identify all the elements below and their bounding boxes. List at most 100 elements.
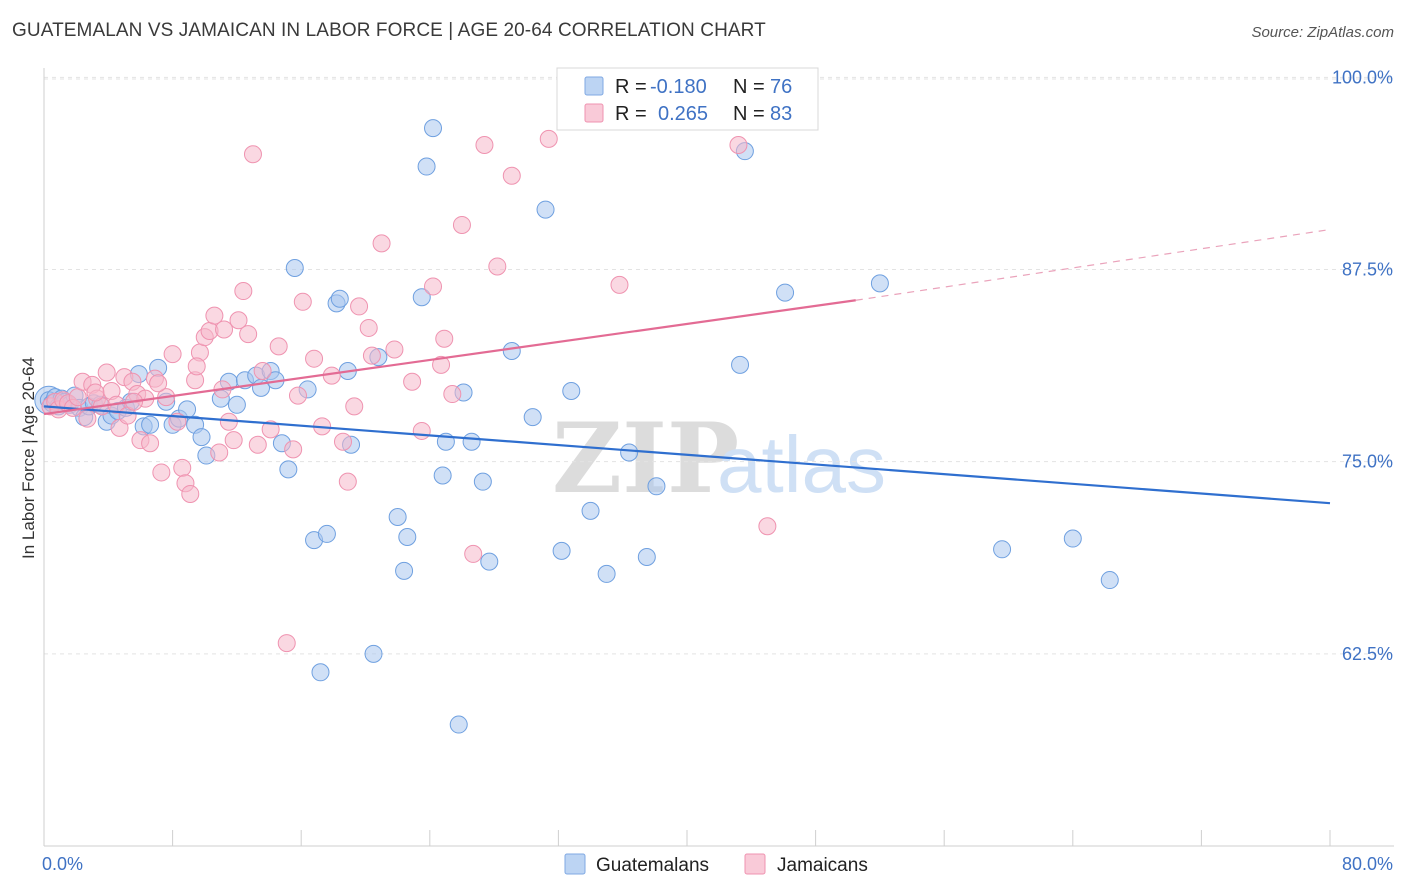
data-point [464,544,483,563]
data-point [364,644,383,663]
data-point [163,345,182,364]
bottom-legend-jamaicans: Jamaicans [777,855,868,876]
data-point [424,277,443,296]
data-point [86,383,105,402]
legend-box: R = -0.180 N = 76 R = 0.265 N = 83 [556,67,819,131]
data-point [253,361,272,380]
data-point [432,355,451,374]
data-point [729,136,748,155]
data-point [758,517,777,536]
data-point [539,129,558,148]
watermark-zip: ZIP [552,402,739,515]
data-point [620,443,639,462]
legend-r-value-1: -0.180 [650,76,707,98]
legend-r-label-1: R = [615,76,647,98]
data-point [412,421,431,440]
data-point [181,484,200,503]
data-point [597,564,616,583]
data-point [1063,529,1082,548]
data-point [993,540,1012,559]
data-point [388,508,407,527]
grid: 62.5% 75.0% 87.5% 100.0% [44,67,1394,664]
watermark-atlas: atlas [717,420,886,509]
data-point [192,428,211,447]
y-tick-label: 87.5% [1342,260,1393,280]
data-point [449,715,468,734]
trend-line-jamaicans-extension [855,228,1331,301]
data-point [269,337,288,356]
data-point [536,200,555,219]
data-point [248,435,267,454]
data-point [424,119,443,138]
source-label: Source: ZipAtlas.com [1251,24,1394,41]
data-point [288,386,307,405]
data-point [305,349,324,368]
y-tick-label: 100.0% [1332,67,1393,87]
legend-n-label-1: N = [733,76,765,98]
data-point [279,460,298,479]
y-axis-label: In Labor Force | Age 20-64 [19,357,38,559]
legend-swatch-guatemalans [584,76,604,96]
data-point [433,466,452,485]
data-point [480,552,499,571]
trend-lines [43,228,1331,505]
chart-title: GUATEMALAN VS JAMAICAN IN LABOR FORCE | … [12,20,766,41]
data-point [330,289,349,308]
data-point [229,311,248,330]
data-point [205,306,224,325]
bottom-legend: Guatemalans Jamaicans [564,853,868,876]
data-point [187,357,206,376]
data-point [502,342,521,361]
data-point [552,541,571,560]
data-point [462,432,481,451]
bottom-legend-swatch-guatemalans [564,853,586,875]
data-point [731,355,750,374]
data-point [317,524,336,543]
data-point [488,257,507,276]
data-point [277,634,296,653]
data-point [395,561,414,580]
data-point [610,275,629,294]
legend-n-value-2: 83 [770,103,792,125]
legend-n-value-1: 76 [770,76,792,98]
data-point [1100,571,1119,590]
data-point [870,274,889,293]
data-point [227,395,246,414]
data-point [210,443,229,462]
data-point [338,472,357,491]
data-point [581,501,600,520]
data-point [261,420,280,439]
data-point [452,215,471,234]
data-point [141,415,160,434]
data-point [475,136,494,155]
data-point [776,283,795,302]
legend-r-value-2: 0.265 [658,103,708,125]
data-point [149,374,168,393]
data-point [403,372,422,391]
data-point [435,329,454,348]
x-tick-label-max: 80.0% [1342,854,1393,874]
legend-swatch-jamaicans [584,103,604,123]
legend-r-label-2: R = [615,103,647,125]
data-point [359,318,378,337]
y-tick-label: 75.0% [1342,452,1393,472]
data-point [224,431,243,450]
data-point [473,472,492,491]
data-point [293,292,312,311]
data-point [311,663,330,682]
data-point [362,346,381,365]
x-tick-label-min: 0.0% [42,854,83,874]
data-point [234,282,253,301]
data-point [173,458,192,477]
data-point [78,409,97,428]
data-point [97,363,116,382]
data-point [443,385,462,404]
data-point [243,145,262,164]
data-point [417,157,436,176]
data-point [502,166,521,185]
y-tick-label: 62.5% [1342,644,1393,664]
legend-n-label-2: N = [733,103,765,125]
data-point [333,432,352,451]
data-point [68,388,87,407]
